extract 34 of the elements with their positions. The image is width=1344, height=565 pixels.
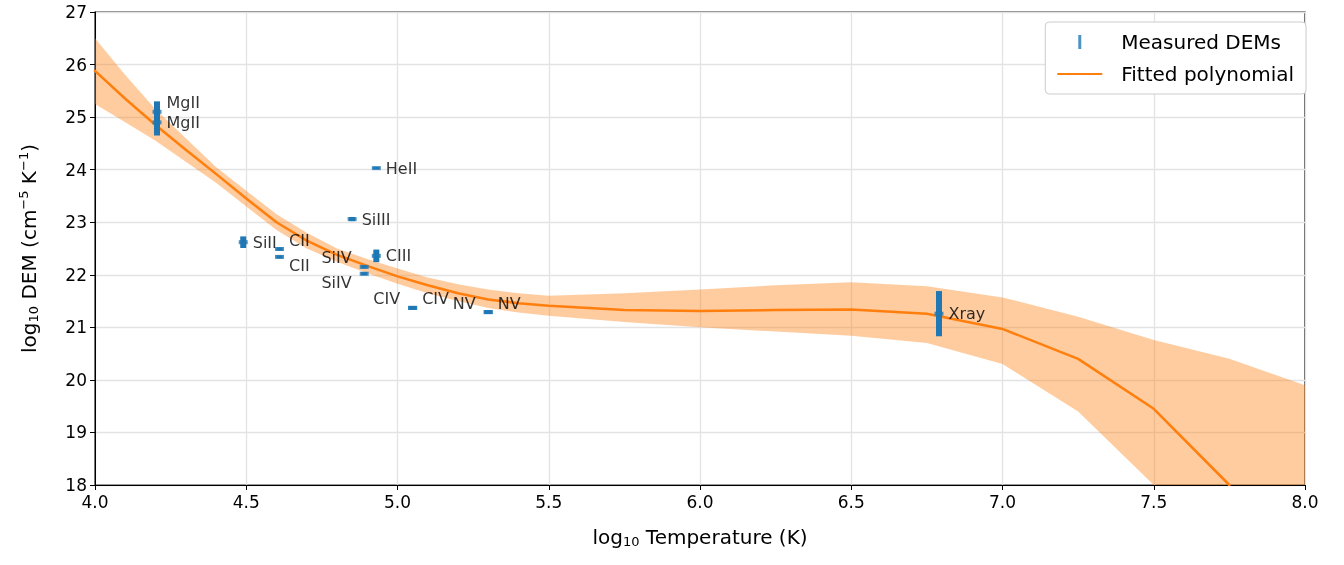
y-tick-label: 25 — [65, 107, 87, 128]
data-label: CIV — [422, 289, 450, 309]
y-axis-title: log10 DEM (cm−5 K−1) — [16, 144, 41, 353]
x-tick-label: 8.0 — [1291, 491, 1319, 512]
x-tick-label: 5.5 — [535, 491, 563, 512]
x-tick-label: 4.5 — [232, 491, 260, 512]
y-tick-label: 19 — [65, 422, 87, 443]
x-tick-label: 6.0 — [686, 491, 714, 512]
data-label: MgII — [166, 93, 200, 113]
data-label: Xray — [948, 304, 986, 324]
x-tick-label: 5.0 — [383, 491, 412, 512]
data-label: CII — [289, 256, 310, 276]
x-tick-label: 7.0 — [988, 491, 1017, 512]
x-tick-label: 6.5 — [837, 491, 865, 512]
data-label: CII — [289, 230, 310, 250]
data-label: MgII — [166, 112, 200, 132]
y-tick-label: 27 — [65, 2, 87, 22]
data-label: SiIV — [321, 273, 352, 293]
y-tick-label: 22 — [65, 264, 87, 285]
x-tick-label: 7.5 — [1140, 491, 1168, 512]
y-tick-label: 26 — [65, 54, 87, 75]
data-label: SiII — [252, 232, 277, 252]
y-tick-label: 23 — [65, 212, 87, 233]
y-tick-label: 21 — [65, 317, 87, 338]
data-label: CIV — [373, 289, 401, 309]
y-tick-label: 20 — [65, 369, 87, 390]
data-label: HeII — [385, 158, 418, 178]
y-tick-label: 24 — [65, 159, 87, 180]
legend-label: Fitted polynomial — [1121, 62, 1294, 86]
data-label: CIII — [385, 246, 412, 266]
x-axis-title: log10 Temperature (K) — [592, 524, 808, 549]
legend-label: Measured DEMs — [1121, 30, 1282, 54]
data-label: NV — [452, 293, 476, 313]
data-label: SiIII — [361, 209, 391, 229]
